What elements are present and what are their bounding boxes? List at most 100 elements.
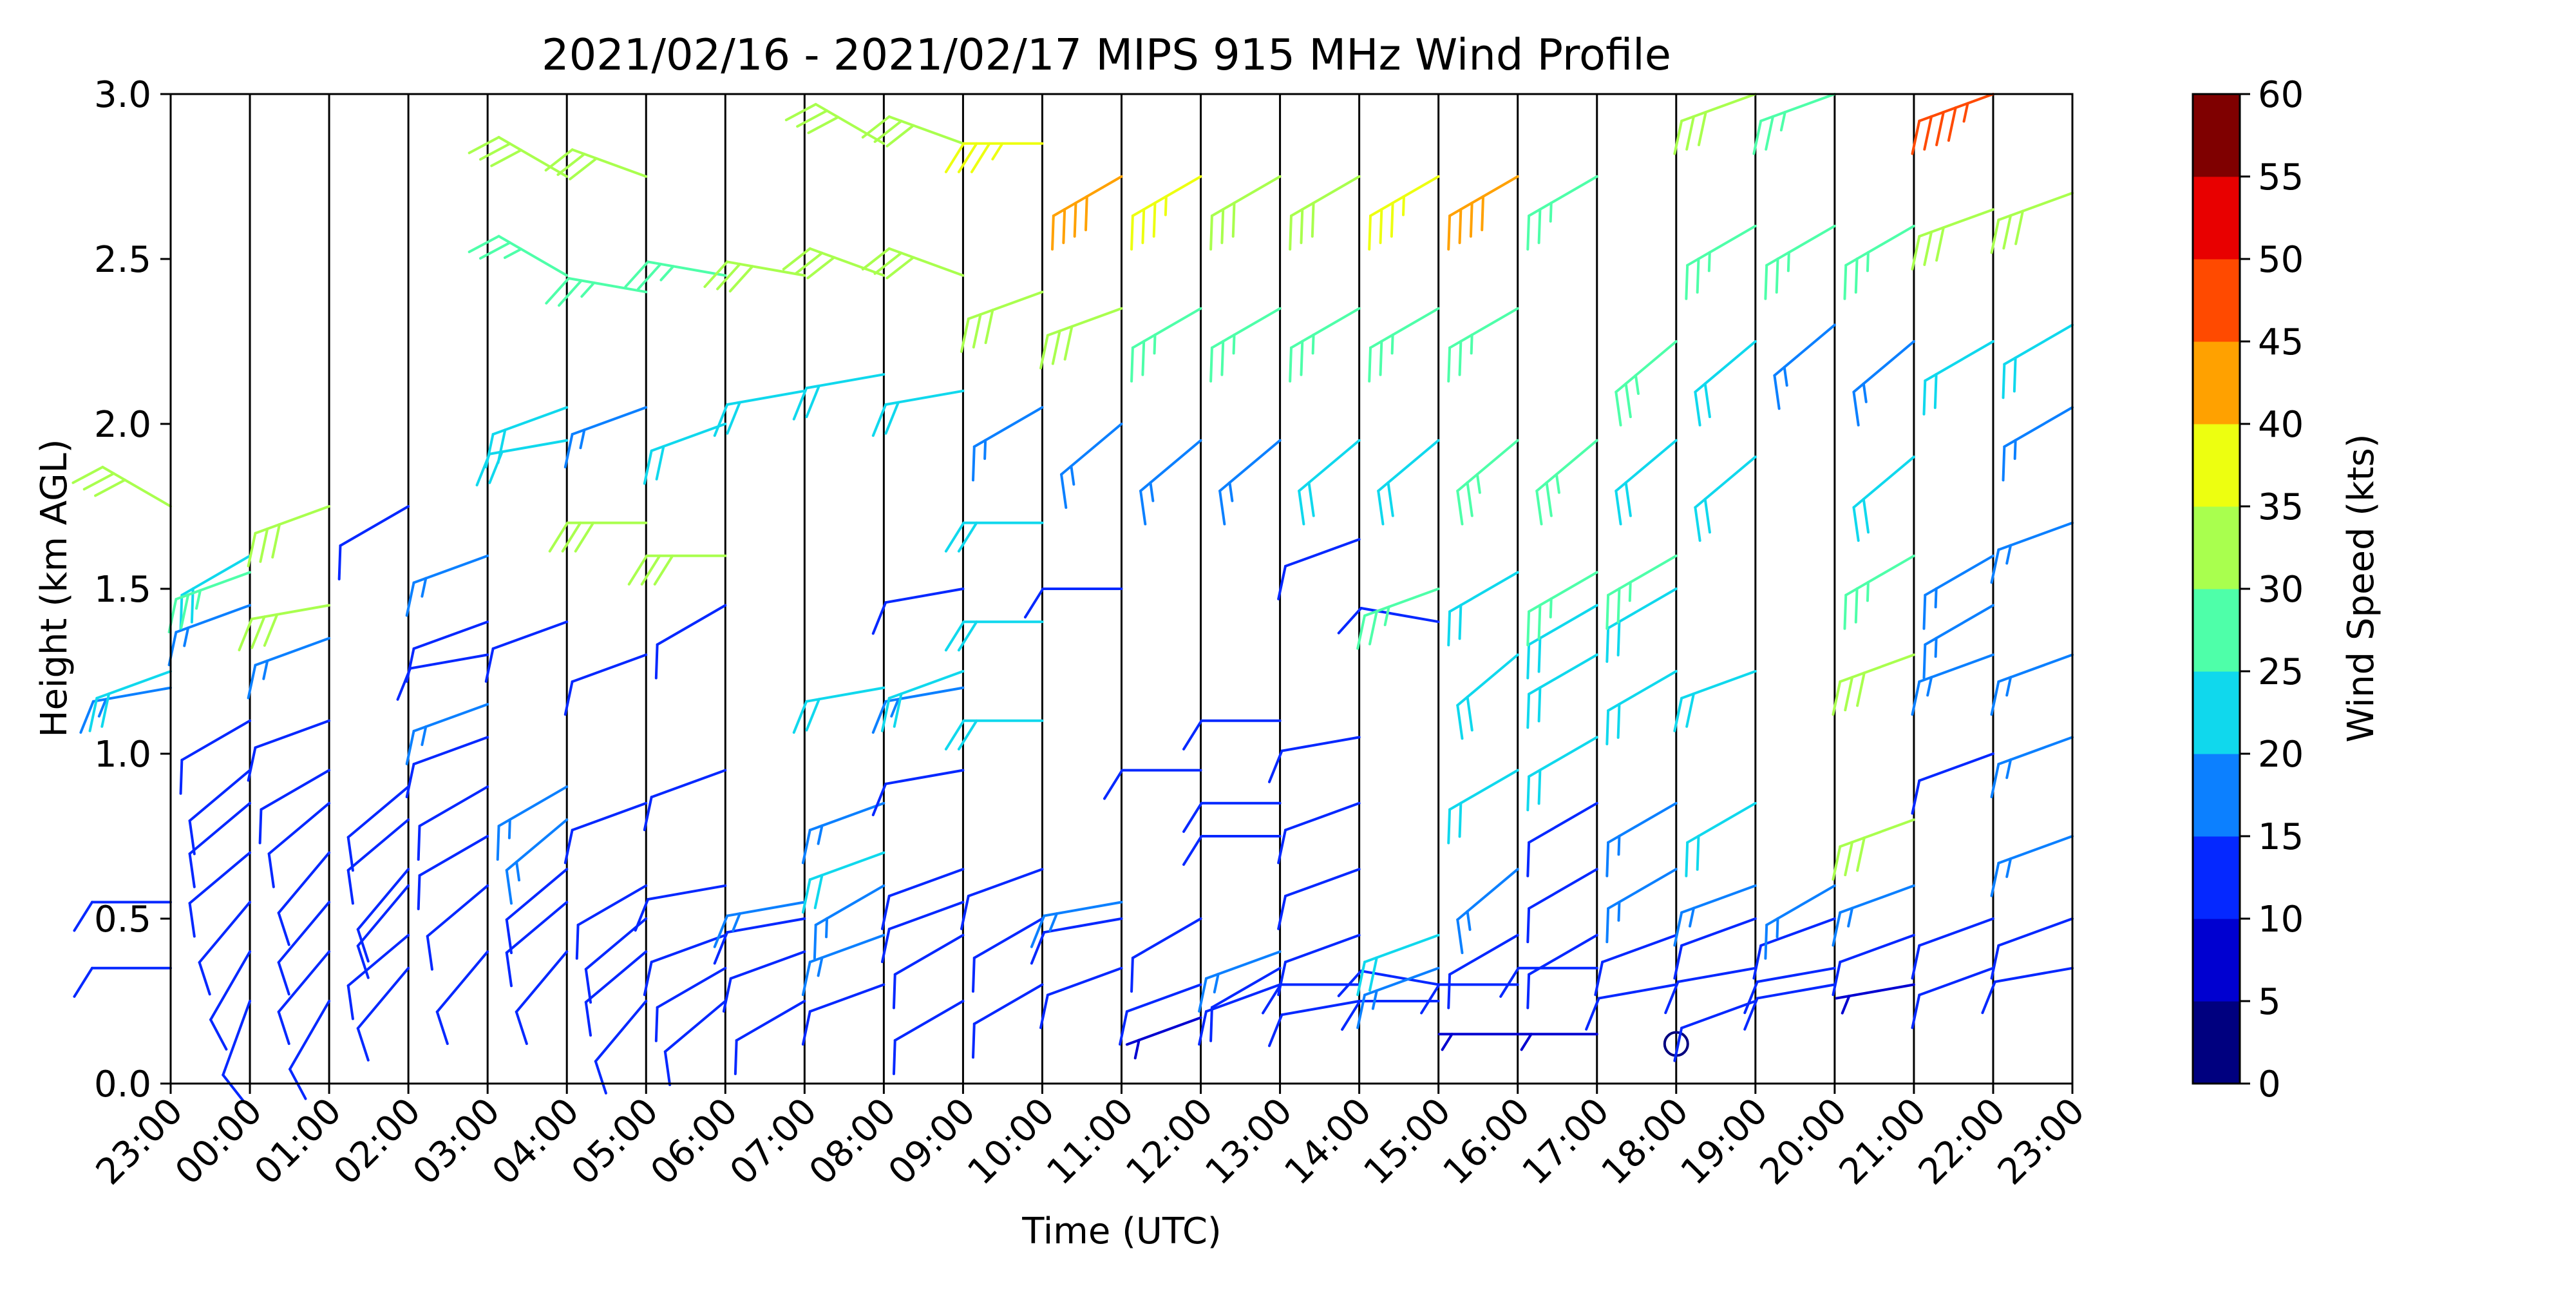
x-tick-label: 04:00 <box>484 1090 587 1193</box>
wind-barb <box>1298 439 1361 526</box>
barb-feather <box>1300 208 1304 244</box>
y-tick-label: 2.0 <box>94 404 151 446</box>
barb-half-feather <box>1070 464 1075 486</box>
wind-barb <box>944 620 1044 652</box>
wind-barb <box>1337 607 1440 635</box>
barb-staff <box>1759 917 1836 947</box>
wind-barb <box>247 636 331 700</box>
barb-feather <box>1307 481 1315 517</box>
barb-staff <box>188 851 252 905</box>
barb-feather <box>892 1039 896 1075</box>
barb-feather <box>801 878 811 914</box>
barb-staff <box>663 1000 727 1053</box>
x-tick-label: 23:00 <box>1990 1090 2093 1193</box>
barb-feather <box>1209 215 1213 251</box>
barb-feather <box>1368 346 1372 383</box>
barb-feather <box>1852 506 1860 542</box>
barb-feather <box>277 961 290 996</box>
y-tick-label: 3.0 <box>94 74 151 116</box>
barb-staff <box>267 801 331 856</box>
barb-staff <box>1283 538 1361 568</box>
barb-half-feather <box>659 265 675 282</box>
barb-staff <box>729 950 806 980</box>
wind-barb <box>405 620 489 683</box>
barb-feather <box>873 119 903 143</box>
wind-barb <box>1752 917 1836 980</box>
wind-barb <box>505 818 569 905</box>
barb-staff <box>1131 917 1202 959</box>
wind-barb <box>1039 307 1123 370</box>
barb-feather <box>88 696 99 732</box>
barb-feather <box>259 527 269 563</box>
barb-feather <box>1141 208 1146 244</box>
wind-barb <box>1182 835 1282 866</box>
wind-barb <box>1420 983 1519 1015</box>
colorbar-tick-label: 30 <box>2258 569 2304 611</box>
barb-staff <box>346 785 410 839</box>
barb-feather <box>1447 973 1452 1009</box>
barb-feather <box>497 428 507 464</box>
barb-feather <box>1616 587 1621 624</box>
barb-feather <box>1981 980 1996 1015</box>
barb-staff <box>1283 868 1361 897</box>
barb-feather <box>1311 202 1315 238</box>
barb-half-feather <box>890 698 900 718</box>
wind-barb <box>880 670 965 732</box>
colorbar-segment <box>2193 836 2240 919</box>
wind-barb <box>1673 93 1757 155</box>
wind-barb <box>73 966 172 998</box>
barb-feather <box>180 593 190 629</box>
wind-barb <box>1182 719 1282 751</box>
wind-barb <box>1832 653 1915 716</box>
wind-barb <box>713 917 806 965</box>
wind-barb <box>564 653 648 716</box>
barb-feather <box>1084 195 1088 231</box>
barb-feather <box>726 401 741 435</box>
barb-feather <box>1039 993 1049 1029</box>
barb-feather <box>575 923 580 960</box>
wind-barb <box>1368 175 1440 251</box>
barb-feather <box>1935 226 1945 262</box>
wind-barb <box>1535 439 1598 526</box>
barb-half-feather <box>1466 910 1472 932</box>
barb-staff <box>188 769 252 823</box>
barb-half-feather <box>2013 439 2017 460</box>
wind-barb <box>722 950 806 1013</box>
barb-feather <box>1685 841 1689 877</box>
barb-half-feather <box>515 860 521 882</box>
barb-feather <box>624 260 650 289</box>
barb-feather <box>640 554 661 586</box>
wind-barb <box>1911 966 1994 1029</box>
wind-barb <box>1289 307 1361 383</box>
barb-feather <box>1856 836 1866 872</box>
barb-half-feather <box>825 917 829 939</box>
wind-barb <box>1341 1000 1440 1031</box>
barb-feather <box>558 279 583 307</box>
wind-barb <box>1526 604 1598 680</box>
barb-half-feather <box>2005 544 2012 565</box>
barb-staff <box>409 653 489 670</box>
x-tick-label: 20:00 <box>1752 1090 1855 1193</box>
wind-barb <box>1526 868 1598 944</box>
plot-area: 0.0 0.5 1.0 1.5 2.0 2.5 3.0 23:00 00:0001:0002:0… <box>71 74 2093 1193</box>
barb-staff <box>893 1000 965 1042</box>
barb-feather <box>1594 961 1604 997</box>
barb-staff <box>188 801 252 856</box>
barb-staff <box>1997 917 2074 947</box>
barb-feather <box>1289 215 1293 251</box>
barb-half-feather <box>183 626 190 647</box>
barb-feather <box>484 433 495 468</box>
barb-feather <box>277 912 290 946</box>
wind-barb <box>944 719 1044 751</box>
barb-half-feather <box>580 281 596 298</box>
wind-barb <box>247 719 331 782</box>
wind-barb <box>1752 93 1836 155</box>
barb-feather <box>1458 339 1463 376</box>
barb-staff <box>1993 966 2074 983</box>
wind-barb <box>405 736 489 798</box>
barb-feather <box>944 142 965 173</box>
wind-barb <box>1852 340 1915 426</box>
wind-barb <box>1673 1000 1757 1062</box>
x-tick-label: 00:00 <box>167 1090 270 1193</box>
